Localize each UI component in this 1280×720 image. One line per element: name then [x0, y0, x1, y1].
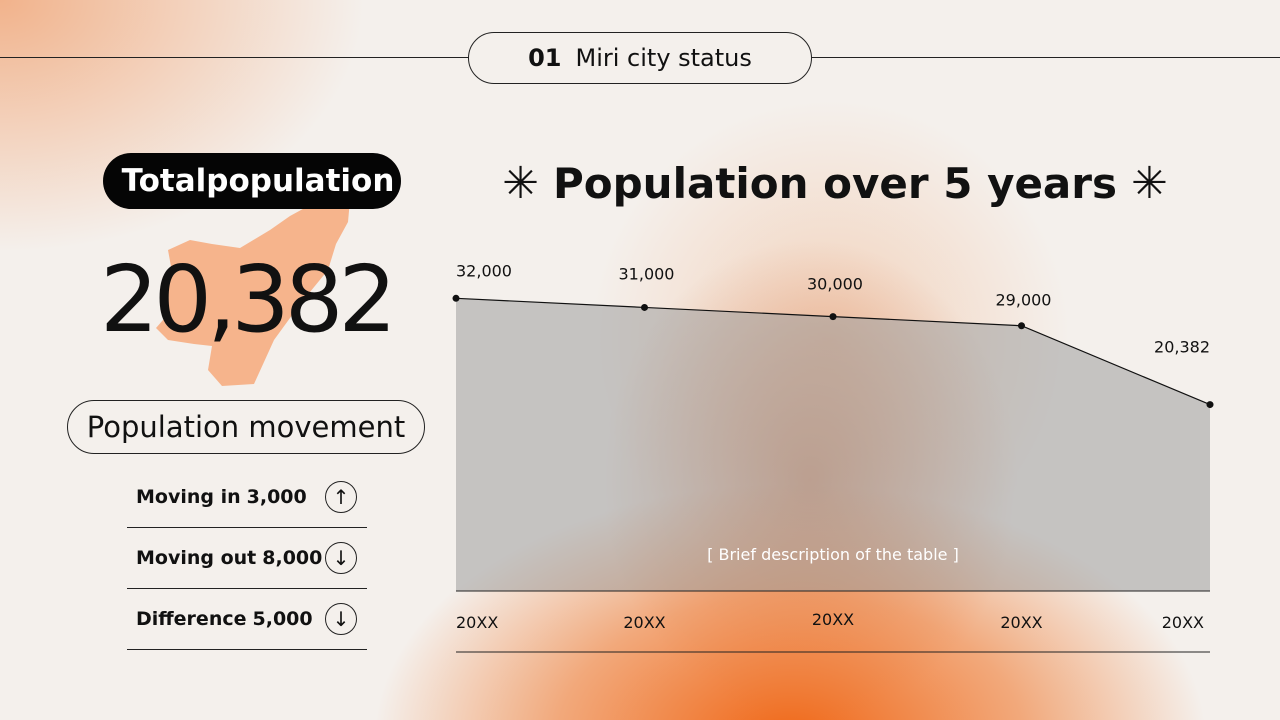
x-tick-label: 20XX [623, 613, 665, 632]
x-tick-label: 20XX [812, 610, 854, 629]
x-tick-label: 20XX [456, 613, 498, 632]
section-number: 01 [528, 44, 562, 72]
x-tick-label: 20XX [1000, 613, 1042, 632]
arrow-down-icon: ↓ [325, 542, 357, 574]
arrow-down-icon: ↓ [325, 603, 357, 635]
section-header: 01 Miri city status [468, 32, 812, 84]
data-point [641, 303, 648, 311]
stat-row-difference: Difference 5,000 ↓ [127, 589, 367, 650]
chart-title: ✳ Population over 5 years ✳ [440, 158, 1230, 209]
stat-name: Moving out [136, 547, 257, 569]
population-movement-title: Population movement [67, 400, 425, 454]
stat-name: Difference [136, 608, 247, 630]
asterisk-icon: ✳ [502, 158, 539, 209]
stat-value: 8,000 [262, 547, 323, 569]
stat-row-moving-out: Moving out 8,000 ↓ [127, 528, 367, 589]
stat-label: Difference 5,000 [136, 608, 313, 630]
data-label: 31,000 [619, 264, 675, 283]
data-point [1206, 401, 1214, 409]
stat-value: 3,000 [246, 486, 307, 508]
city-map-shape [156, 200, 350, 386]
stat-label: Moving in 3,000 [136, 486, 307, 508]
data-label: 29,000 [996, 291, 1052, 310]
total-population-value: 20,382 [100, 246, 397, 353]
arrow-up-icon: ↑ [325, 481, 357, 513]
stat-row-moving-in: Moving in 3,000 ↑ [127, 467, 367, 528]
asterisk-icon: ✳ [1131, 158, 1168, 209]
section-title: Miri city status [575, 44, 752, 72]
area-fill [456, 298, 1210, 591]
data-label: 20,382 [1154, 338, 1210, 357]
data-label: 32,000 [456, 261, 512, 280]
total-population-badge: Totalpopulation [103, 153, 401, 209]
stat-label: Moving out 8,000 [136, 547, 322, 569]
chart-title-text: Population over 5 years [552, 159, 1117, 208]
x-tick-label: 20XX [1162, 613, 1204, 632]
data-point [1018, 322, 1025, 330]
stat-value: 5,000 [252, 608, 313, 630]
stat-name: Moving in [136, 486, 241, 508]
data-label: 30,000 [807, 275, 863, 294]
chart-annotation: [ Brief description of the table ] [707, 545, 959, 564]
data-point [829, 313, 837, 321]
data-point [452, 294, 460, 302]
movement-stats: Moving in 3,000 ↑ Moving out 8,000 ↓ Dif… [127, 467, 367, 650]
